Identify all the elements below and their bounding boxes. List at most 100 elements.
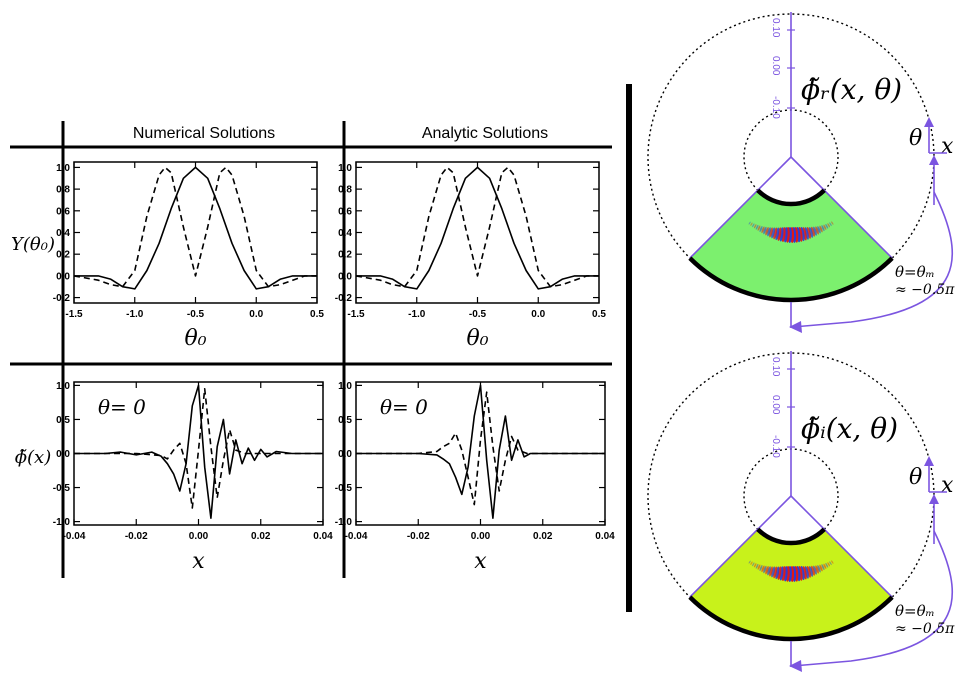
x-tick-label: 0.5 [592,309,606,320]
wave-stripe [763,565,767,574]
wave-stripe [825,223,829,229]
y-tick-label: 0.6 [56,206,70,217]
table-grid [10,84,632,612]
y-tick-label: 0.2 [338,250,352,261]
x-axis-label: θ₀ [184,326,206,351]
y-tick-label: 0.4 [56,228,70,239]
rotation-arrowhead [789,660,802,672]
wave-stripe [813,565,817,575]
wave-stripe [821,564,825,571]
wave-stripe [759,565,763,571]
series-line-solid [356,384,605,520]
wave-stripe [767,227,771,237]
x-tick-label: 0.02 [533,531,553,542]
wave-stripe [821,225,825,232]
wave-stripe [753,563,757,568]
rotation-arrow [792,530,953,667]
theta-label: θ [909,465,922,490]
x-tick-label: -0.5 [469,309,487,320]
plot-analytic-phi: -0.04 -0.02 0.00 0.02 0.04 -1.0 -0.5 0.0 0.5 1.0 x… [335,381,615,574]
x-label: x [941,134,954,159]
wave-stripe [804,227,809,240]
wave-stripe [827,562,830,567]
y-tick-label: 0.8 [56,185,70,196]
inner-arc [756,527,826,546]
theta-annotation: θ= 0 [98,395,146,419]
right-arrowhead [929,155,939,165]
wave-stripe [763,226,767,235]
x-axis-label: x [474,549,487,574]
x-tick-label: -0.04 [63,531,86,542]
wave-stripe [771,566,776,578]
wave-stripe [815,565,819,574]
series-line-solid [74,384,323,520]
wave-stripe [811,226,815,237]
x-tick-label: 0.00 [471,531,491,542]
polar-plots: 0.100.00-0.10ϕ̃ᵣ(x, θ)θ xθ=θₘ≈ −0.5π0.100… [647,12,955,672]
wedge-fill [689,529,893,639]
rotation-arrowhead [789,321,802,333]
wave-stripe [752,223,755,228]
wave-stripe [813,226,817,236]
wave-stripe [802,566,807,580]
wave-stripe [748,221,751,225]
wave-stripe [771,227,776,239]
x-label: x [941,473,954,498]
line-plots: -1.5 -1.0 -0.5 0.0 0.5 -0.2 0.0 0.2 0.4 0.6 0.8 1.0… [53,161,615,574]
theta-arrowhead [924,117,934,127]
x-tick-label: 0.04 [313,531,333,542]
theta-m-approx: ≈ −0.5π [895,621,955,637]
y-tick-label: 1.0 [338,381,352,392]
radial-tick-label: -0.10 [770,435,781,458]
row-label-phi: ϕ̃(x) [15,447,51,468]
y-tick-label: 1.0 [56,163,70,174]
wave-stripe [819,564,823,572]
wave-stripe [817,565,821,573]
series-line-solid [356,166,599,290]
polar-title: ϕ̃ᵣ(x, θ) [801,73,902,106]
plot-frame [73,161,318,304]
wave-stripe [761,226,765,234]
polar-polar-real: 0.10 0.00 -0.10 ϕ̃ᵣ(x, θ) θ x θ=θₘ≈ −0.5π [647,12,955,333]
wave-stripe [769,566,773,577]
theta-arrowhead [924,456,934,466]
x-tick-label: 0.0 [249,309,263,320]
plot-numerical-Y: -1.5 -1.0 -0.5 0.0 0.5 -0.2 0.0 0.2 0.4 0.6 0.8 1.0… [53,161,324,351]
plot-frame [355,161,600,304]
y-tick-label: -1.0 [335,517,353,528]
wave-stripe [815,226,819,235]
radial-tick-label: 0.10 [770,18,781,38]
series-line-dashed [356,391,605,506]
y-tick-label: 1.0 [56,381,70,392]
x-tick-label: -1.0 [126,309,144,320]
wave-stripe [819,225,823,233]
wave-stripe [808,226,814,238]
wave-stripe [769,227,773,238]
wave-stripe [755,563,759,569]
theta-m-annotation: θ=θₘ [895,602,935,620]
wave-stripe [757,564,761,570]
wedge-edge-left [689,495,792,598]
series-line-dashed [73,166,317,288]
radial-tick-label: 0.00 [770,56,781,76]
y-tick-label: -0.2 [335,293,353,304]
wedge-edge-right [790,156,893,259]
y-tick-label: 1.0 [338,163,352,174]
series-line-dashed [74,387,323,509]
wave-stripe [831,560,834,564]
x-axis-label: x [192,549,205,574]
wave-stripe [806,566,811,578]
wave-stripe [757,225,761,231]
polar-polar-imag: 0.10 0.00 -0.10 ϕ̃ᵢ(x, θ) θ x θ=θₘ≈ −0.5π [647,351,955,672]
wave-stripe [765,566,769,575]
wedge-edge-left [689,156,792,259]
series-line-dashed [355,166,599,288]
wave-stripe [755,224,759,230]
y-tick-label: -0.5 [335,483,353,494]
wave-stripe [775,566,780,580]
wave-stripe [811,565,815,576]
wave-stripe [825,562,829,568]
y-tick-label: 0.4 [338,228,352,239]
y-tick-label: 0.2 [56,250,70,261]
